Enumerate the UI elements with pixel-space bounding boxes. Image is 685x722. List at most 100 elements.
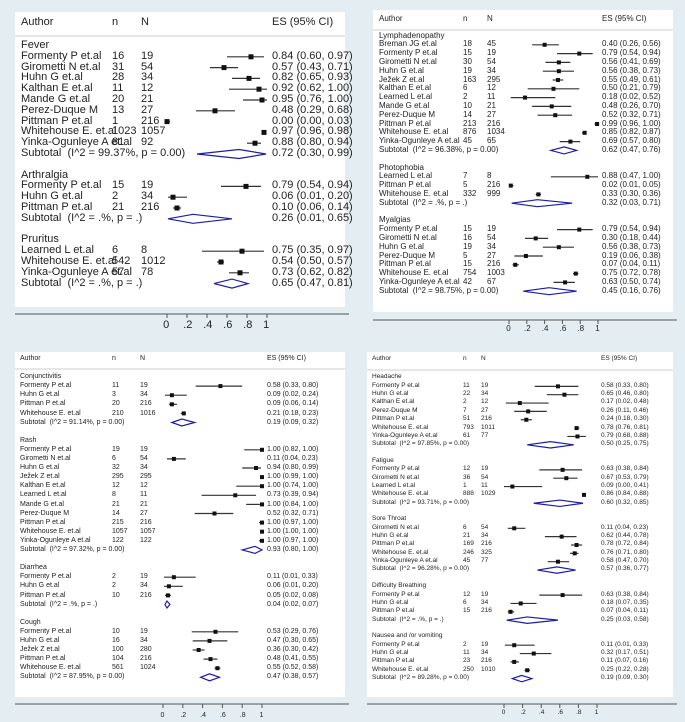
effect-square <box>525 668 530 673</box>
x-tick-label: .6 <box>559 323 567 333</box>
group-label: Myalgias <box>379 215 411 225</box>
effect-square <box>572 551 577 556</box>
panel-conjunctivitis-rash-diarrhea-cough <box>15 352 345 697</box>
study-es-ci: 0.11 (0.04, 0.23) <box>267 455 318 463</box>
study-n: 295 <box>112 473 124 481</box>
group-label: Cough <box>20 618 41 626</box>
study-N: 19 <box>140 382 148 390</box>
study-n: 10 <box>112 627 120 635</box>
study-n: 81 <box>112 136 125 149</box>
header-n: n <box>112 355 116 363</box>
effect-square <box>260 484 264 489</box>
header-N: N <box>487 13 493 23</box>
study-n: 8 <box>112 491 116 499</box>
study-es-ci: 0.11 (0.01, 0.33) <box>267 573 318 581</box>
x-tick-label: .8 <box>239 712 246 720</box>
x-tick-label: .4 <box>200 712 206 720</box>
study-N: 11 <box>487 92 496 102</box>
study-es-ci: 0.79 (0.54, 0.94) <box>272 179 353 192</box>
header-author: Author <box>372 355 392 363</box>
study-n: 210 <box>112 409 124 417</box>
effect-square <box>170 194 176 200</box>
study-n: 332 <box>463 189 477 198</box>
study-es-ci: 0.65 (0.46, 0.80) <box>601 390 649 398</box>
study-author: Huhn G et.al <box>379 65 424 75</box>
study-es-ci: 0.09 (0.06, 0.14) <box>267 400 319 408</box>
effect-square <box>215 666 220 671</box>
panel-headache-fatigue-sorethroat-breathing-nausea <box>367 352 673 697</box>
study-author: Learned L et.al <box>372 481 416 489</box>
effect-square <box>259 97 265 103</box>
study-es-ci: 0.32 (0.17, 0.51) <box>601 648 649 656</box>
effect-square <box>221 65 227 71</box>
study-author: Learned L et.al <box>379 171 433 181</box>
study-author: Formenty P et.al <box>379 224 438 234</box>
study-N: 65 <box>487 136 496 146</box>
study-n: 10 <box>112 591 120 599</box>
study-author: Pittman P et.al <box>379 118 431 128</box>
study-n: 1 <box>112 114 119 127</box>
study-N: 19 <box>481 590 489 598</box>
group-label: Photophobia <box>379 162 424 172</box>
study-N: 122 <box>140 536 152 544</box>
study-N: 216 <box>481 607 492 615</box>
study-es-ci: 1.00 (0.82, 1.00) <box>267 445 319 453</box>
study-n: 1 <box>463 481 467 489</box>
study-es-ci: 0.63 (0.38, 0.84) <box>601 465 649 473</box>
study-N: 295 <box>140 473 152 481</box>
study-n: 28 <box>112 71 125 84</box>
study-es-ci: 1.00 (0.99, 1.00) <box>267 473 319 481</box>
study-es-ci: 0.11 (0.01, 0.33) <box>601 640 649 648</box>
study-n: 22 <box>463 390 471 398</box>
subtotal-es-ci: 0.60 (0.32, 0.85) <box>601 498 649 506</box>
study-author: Perez-Duque M <box>21 103 99 116</box>
group-label: Lymphadenopathy <box>379 30 445 40</box>
study-n: 16 <box>112 49 125 62</box>
study-es-ci: 0.09 (0.00, 0.41) <box>601 481 649 489</box>
study-author: Whitehouse E. et.al <box>379 127 449 137</box>
header-author: Author <box>20 355 41 363</box>
study-author: Learned L et.al <box>379 92 433 102</box>
study-es-ci: 0.85 (0.82, 0.87) <box>602 127 661 137</box>
study-author: Mande G et.al <box>379 101 430 110</box>
effect-square <box>549 104 554 109</box>
study-N: 1016 <box>140 409 156 417</box>
study-N: 77 <box>481 431 489 439</box>
subtotal-es-ci: 0.72 (0.30, 0.99) <box>272 146 353 159</box>
effect-square <box>508 183 513 188</box>
effect-square <box>512 526 517 531</box>
study-N: 11 <box>481 481 488 489</box>
study-n: 163 <box>463 74 477 84</box>
study-author: Huhn G et.al <box>21 190 83 203</box>
study-author: Formenty P et.al <box>20 627 72 635</box>
study-N: 1057 <box>141 125 166 138</box>
effect-square <box>260 447 264 452</box>
effect-square <box>574 543 579 547</box>
group-label: Fever <box>21 38 50 51</box>
study-n: 20 <box>112 400 120 408</box>
study-es-ci: 0.63 (0.38, 0.84) <box>601 590 649 598</box>
study-author: Learned L et.al <box>21 244 94 257</box>
effect-square <box>562 392 567 397</box>
header-author: Author <box>21 15 54 28</box>
study-N: 54 <box>487 233 496 242</box>
study-es-ci: 0.52 (0.32, 0.71) <box>267 509 319 517</box>
x-tick-label: .8 <box>243 318 253 331</box>
study-es-ci: 0.69 (0.57, 0.80) <box>602 136 661 146</box>
header-N: N <box>141 15 149 28</box>
subtotal-diamond <box>506 616 559 624</box>
subtotal-label: Subtotal (I^2 = 98.75%, p = 0.00) <box>379 285 499 295</box>
study-N: 19 <box>487 224 496 234</box>
study-N: 1029 <box>481 490 496 498</box>
study-n: 14 <box>112 509 120 517</box>
study-es-ci: 0.48 (0.41, 0.55) <box>267 655 319 663</box>
study-N: 216 <box>141 200 160 213</box>
study-author: Whitehouse E. et.al <box>372 423 429 431</box>
group-label: Rash <box>20 436 37 444</box>
study-author: Huhn G et.al <box>20 637 60 645</box>
study-es-ci: 0.09 (0.02, 0.24) <box>267 391 319 399</box>
study-author: Formenty P et.al <box>372 640 420 648</box>
subtotal-diamond <box>198 673 222 682</box>
group-label: Headache <box>372 373 402 381</box>
study-es-ci: 0.62 (0.44, 0.78) <box>601 532 649 540</box>
